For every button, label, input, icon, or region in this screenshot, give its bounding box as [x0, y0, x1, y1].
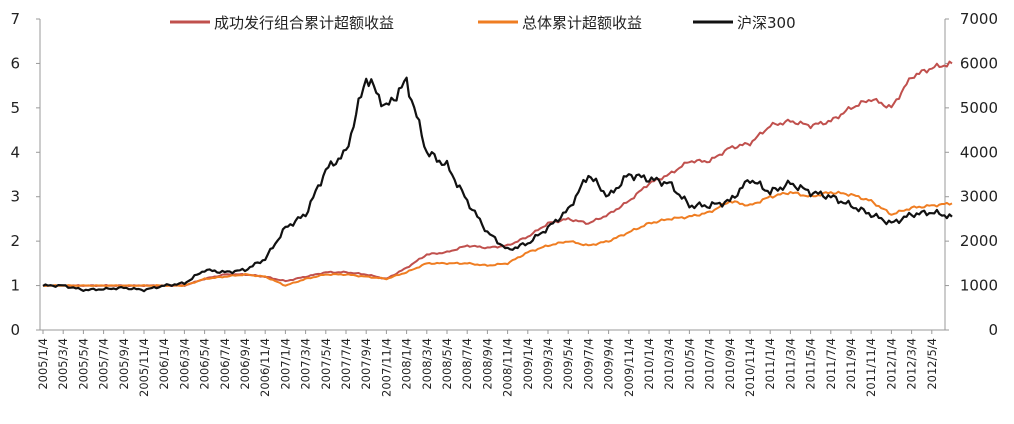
x-tick-label: 2012/5/4 — [925, 338, 939, 390]
right-tick-label: 6000 — [960, 54, 998, 72]
x-tick-label: 2007/9/4 — [359, 338, 373, 390]
x-tick-label: 2012/1/4 — [884, 338, 898, 390]
right-tick-label: 1000 — [960, 277, 998, 295]
legend-label-0: 成功发行组合累计超额收益 — [214, 14, 394, 32]
x-tick-label: 2009/11/4 — [622, 338, 636, 397]
series-lines — [42, 60, 953, 293]
x-tick-label: 2006/3/4 — [177, 338, 191, 390]
x-tick-label: 2009/9/4 — [602, 338, 616, 390]
x-tick-label: 2010/9/4 — [723, 338, 737, 390]
left-tick-label: 6 — [10, 54, 20, 72]
legend-label-1: 总体累计超额收益 — [522, 14, 642, 32]
x-tick-label: 2005/9/4 — [117, 338, 131, 390]
x-tick-label: 2009/7/4 — [581, 338, 595, 390]
right-tick-label: 2000 — [960, 232, 998, 250]
x-tick-label: 2005/1/4 — [36, 338, 50, 390]
x-tick-label: 2010/5/4 — [682, 338, 696, 390]
x-tick-label: 2008/7/4 — [460, 338, 474, 390]
x-tick-label: 2011/9/4 — [844, 338, 858, 390]
x-tick-label: 2012/3/4 — [905, 338, 919, 390]
x-tick-label: 2008/11/4 — [501, 338, 515, 397]
left-tick-label: 3 — [10, 188, 20, 206]
left-tick-label: 4 — [10, 143, 20, 161]
x-tick-label: 2007/1/4 — [278, 338, 292, 390]
x-tick-label: 2009/3/4 — [541, 338, 555, 390]
x-tick-label: 2008/3/4 — [420, 338, 434, 390]
x-tick-label: 2007/3/4 — [299, 338, 313, 390]
x-tick-label: 2010/3/4 — [662, 338, 676, 390]
right-tick-label: 3000 — [960, 188, 998, 206]
x-tick-label: 2011/11/4 — [864, 338, 878, 397]
series-line-0 — [42, 60, 953, 288]
legend-label-2: 沪深300 — [737, 14, 796, 32]
x-tick-label: 2007/5/4 — [319, 338, 333, 390]
legend: 成功发行组合累计超额收益 总体累计超额收益 沪深300 — [170, 14, 796, 32]
right-tick-label: 5000 — [960, 99, 998, 117]
axes: 0 1 2 3 4 5 6 7 0 1000 2000 3000 4000 5000 6000 7000 200… — [10, 10, 998, 397]
x-tick-label: 2009/5/4 — [561, 338, 575, 390]
left-tick-label: 5 — [10, 99, 20, 117]
x-tick-label: 2006/5/4 — [198, 338, 212, 390]
x-tick-label: 2008/5/4 — [440, 338, 454, 390]
x-tick-label: 2006/1/4 — [157, 338, 171, 390]
series-line-2 — [42, 76, 953, 293]
left-tick-label: 7 — [10, 10, 20, 28]
x-tick-label: 2005/11/4 — [137, 338, 151, 397]
left-tick-label: 1 — [10, 277, 20, 295]
x-tick-label: 2007/7/4 — [339, 338, 353, 390]
left-tick-label: 0 — [10, 321, 20, 339]
x-tick-label: 2005/7/4 — [97, 338, 111, 390]
x-tick-label: 2009/1/4 — [521, 338, 535, 390]
x-tick-label: 2011/7/4 — [824, 338, 838, 390]
x-tick-label: 2011/1/4 — [763, 338, 777, 390]
series-line-1 — [42, 190, 953, 288]
x-tick-label: 2010/11/4 — [743, 338, 757, 397]
right-tick-label: 4000 — [960, 143, 998, 161]
x-tick-label: 2010/1/4 — [642, 338, 656, 390]
x-tick-label: 2006/7/4 — [218, 338, 232, 390]
x-tick-label: 2007/11/4 — [379, 338, 393, 397]
x-tick-label: 2011/5/4 — [804, 338, 818, 390]
right-tick-label: 0 — [988, 321, 998, 339]
x-tick-label: 2005/3/4 — [56, 338, 70, 390]
x-tick-label: 2006/9/4 — [238, 338, 252, 390]
x-tick-label: 2008/1/4 — [400, 338, 414, 390]
x-tick-label: 2005/5/4 — [76, 338, 90, 390]
x-tick-label: 2006/11/4 — [258, 338, 272, 397]
x-tick-label: 2008/9/4 — [480, 338, 494, 390]
x-tick-label: 2010/7/4 — [703, 338, 717, 390]
right-tick-label: 7000 — [960, 10, 998, 28]
x-tick-label: 2011/3/4 — [783, 338, 797, 390]
left-tick-label: 2 — [10, 232, 20, 250]
